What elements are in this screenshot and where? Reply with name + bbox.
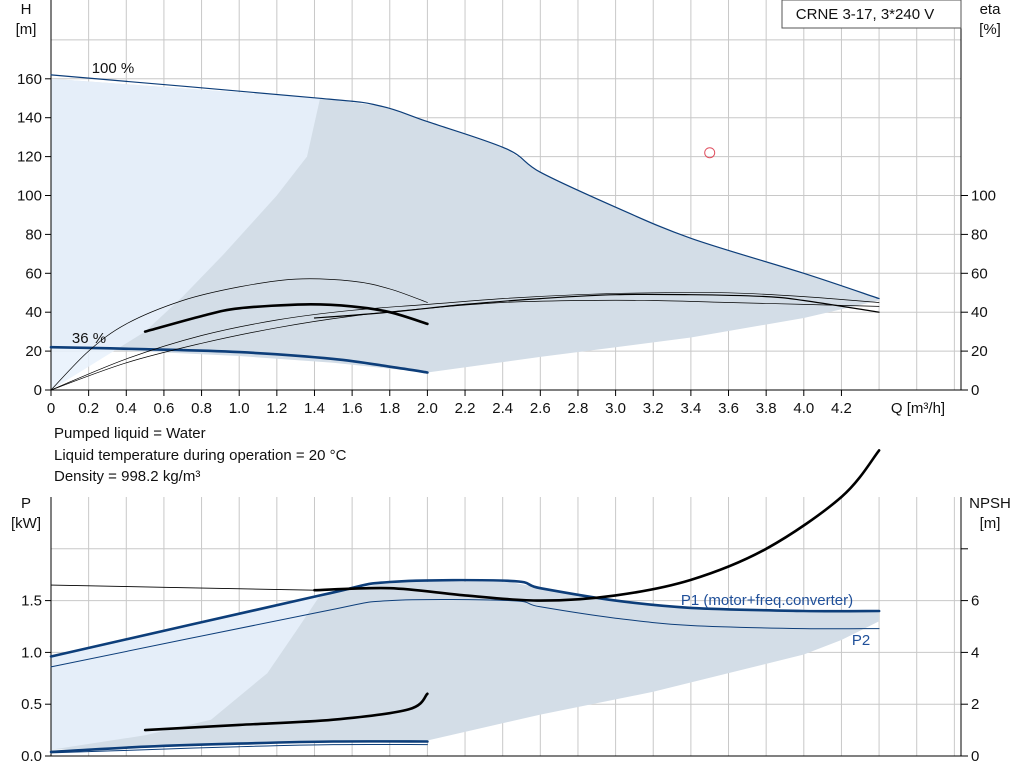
y-tick-label: 100 (17, 188, 42, 205)
x-tick-label: 1.6 (342, 400, 363, 417)
series-line-3 (50, 743, 428, 754)
x-tick-label: 2.0 (417, 400, 438, 417)
x-tick-label: 0.2 (78, 400, 99, 417)
y-tick-label: 0.5 (21, 696, 42, 713)
y2-axis-title: eta (980, 1, 1002, 18)
y-tick-label: 40 (25, 304, 42, 321)
y-axis-unit: [kW] (11, 515, 41, 532)
x-tick-label: 2.6 (530, 400, 551, 417)
x-tick-label: 0.4 (116, 400, 137, 417)
y2-tick-label: 80 (971, 226, 988, 243)
low-speed-range-area (51, 78, 321, 391)
y-tick-label: 120 (17, 149, 42, 166)
x-tick-label: 1.2 (266, 400, 287, 417)
y-tick-label: 1.0 (21, 644, 42, 661)
y2-tick-label: 4 (971, 644, 979, 661)
y2-tick-label: 100 (971, 188, 996, 205)
x-tick-label: 4.0 (793, 400, 814, 417)
bottom-chart-panel: 0.0 0.5 1.0 1.5 0 2 4 6 P [kW] NPSH [m] P1 (motor+fr… (11, 449, 1011, 765)
series-line-0 (49, 578, 881, 658)
series-line-1 (50, 598, 880, 668)
y-tick-label: 0 (34, 382, 42, 399)
y2-axis-unit: [m] (980, 515, 1001, 532)
series-line-5 (143, 303, 429, 333)
series-label-p2: P2 (852, 632, 870, 649)
density-label: Density = 998.2 kg/m³ (54, 468, 201, 485)
x-tick-label: 0 (47, 400, 55, 417)
y-tick-label: 0.0 (21, 748, 42, 765)
series-line-2 (49, 740, 429, 754)
y-axis-unit: [m] (16, 21, 37, 38)
y2-tick-label: 0 (971, 382, 979, 399)
x-tick-label: 3.8 (756, 400, 777, 417)
y2-axis-title: NPSH (969, 495, 1011, 512)
series-line-4 (313, 449, 881, 602)
y-tick-label: 20 (25, 343, 42, 360)
y2-tick-label: 2 (971, 696, 979, 713)
series-line-0 (50, 74, 880, 300)
x-tick-label: 3.4 (680, 400, 701, 417)
x-tick-label: 3.2 (643, 400, 664, 417)
y2-tick-label: 60 (971, 265, 988, 282)
y2-tick-label: 0 (971, 748, 979, 765)
series-line-4 (50, 292, 880, 391)
pumped-liquid-label: Pumped liquid = Water (54, 425, 206, 442)
x-tick-label: 3.6 (718, 400, 739, 417)
top-chart-panel: 0 20 40 60 80 100 120 140 160 0 20 40 60 80 100 H [m] eta… (16, 0, 1002, 417)
y-tick-label: 60 (25, 265, 42, 282)
annotation-36-percent: 36 % (72, 330, 106, 347)
series-label-p1: P1 (motor+freq.converter) (681, 592, 853, 609)
low-speed-range-area (51, 595, 321, 750)
y-axis-title: H (21, 1, 32, 18)
y-tick-label: 160 (17, 71, 42, 88)
x-tick-label: 0.8 (191, 400, 212, 417)
title-box (781, 0, 962, 29)
y-tick-label: 140 (17, 110, 42, 127)
series-line-6 (50, 278, 428, 391)
x-tick-label: 2.8 (568, 400, 589, 417)
x-tick-label: 1.4 (304, 400, 325, 417)
liquid-temperature-label: Liquid temperature during operation = 20… (54, 447, 347, 464)
y-tick-label: 1.5 (21, 593, 42, 610)
y2-tick-label: 6 (971, 593, 979, 610)
x-axis-title: Q [m³/h] (891, 400, 945, 417)
chart-title: CRNE 3-17, 3*240 V (796, 6, 934, 23)
x-tick-label: 1.8 (379, 400, 400, 417)
y-tick-label: 80 (25, 226, 42, 243)
series-line-3 (50, 299, 880, 391)
annotation-100-percent: 100 % (92, 60, 135, 77)
x-tick-label: 3.0 (605, 400, 626, 417)
series-line-5 (143, 692, 429, 732)
x-tick-label: 2.4 (492, 400, 513, 417)
y-axis-title: P (21, 495, 31, 512)
x-tick-label: 4.2 (831, 400, 852, 417)
series-line-6 (50, 584, 315, 591)
x-tick-label: 0.6 (153, 400, 174, 417)
x-tick-label: 2.2 (455, 400, 476, 417)
duty-point-marker (704, 147, 716, 159)
x-tick-label: 1.0 (229, 400, 250, 417)
y2-axis-unit: [%] (979, 21, 1001, 38)
y2-tick-label: 20 (971, 343, 988, 360)
series-line-1 (49, 345, 429, 374)
y2-tick-label: 40 (971, 304, 988, 321)
